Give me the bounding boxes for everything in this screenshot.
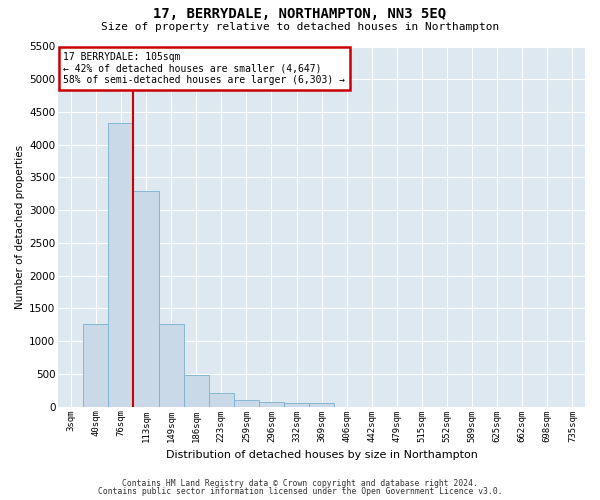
- Bar: [284, 404, 309, 406]
- Y-axis label: Number of detached properties: Number of detached properties: [15, 144, 25, 308]
- X-axis label: Distribution of detached houses by size in Northampton: Distribution of detached houses by size …: [166, 450, 478, 460]
- Bar: [184, 374, 209, 406]
- Bar: [83, 324, 109, 406]
- Text: Contains HM Land Registry data © Crown copyright and database right 2024.: Contains HM Land Registry data © Crown c…: [122, 478, 478, 488]
- Bar: [259, 402, 284, 406]
- Bar: [234, 400, 259, 406]
- Bar: [209, 393, 234, 406]
- Bar: [133, 190, 158, 406]
- Bar: [109, 123, 133, 406]
- Text: Contains public sector information licensed under the Open Government Licence v3: Contains public sector information licen…: [98, 487, 502, 496]
- Text: 17, BERRYDALE, NORTHAMPTON, NN3 5EQ: 17, BERRYDALE, NORTHAMPTON, NN3 5EQ: [154, 8, 446, 22]
- Bar: [309, 404, 334, 406]
- Text: Size of property relative to detached houses in Northampton: Size of property relative to detached ho…: [101, 22, 499, 32]
- Bar: [158, 324, 184, 406]
- Text: 17 BERRYDALE: 105sqm
← 42% of detached houses are smaller (4,647)
58% of semi-de: 17 BERRYDALE: 105sqm ← 42% of detached h…: [64, 52, 346, 85]
